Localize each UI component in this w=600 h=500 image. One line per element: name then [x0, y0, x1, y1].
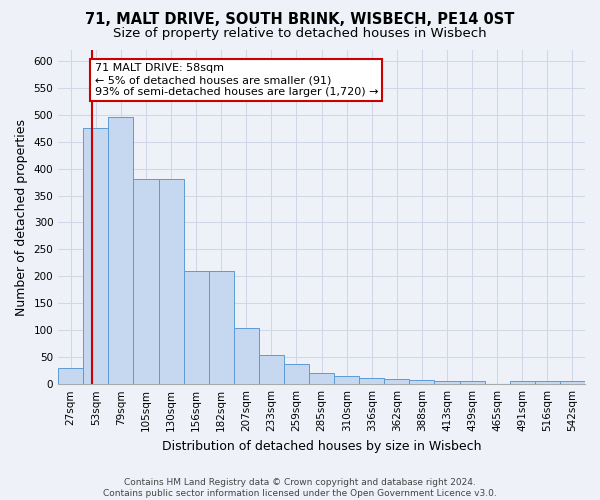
Text: Size of property relative to detached houses in Wisbech: Size of property relative to detached ho… — [113, 28, 487, 40]
Bar — [133, 180, 158, 384]
Bar — [385, 379, 409, 384]
Bar — [434, 382, 460, 384]
Y-axis label: Number of detached properties: Number of detached properties — [15, 118, 28, 316]
Bar — [184, 271, 209, 384]
Text: Contains HM Land Registry data © Crown copyright and database right 2024.
Contai: Contains HM Land Registry data © Crown c… — [103, 478, 497, 498]
Bar — [284, 364, 309, 384]
Bar — [409, 380, 434, 384]
Bar — [460, 382, 485, 384]
Bar — [209, 271, 234, 384]
Bar — [359, 378, 385, 384]
Bar — [109, 118, 133, 384]
Bar — [334, 376, 359, 384]
Bar — [309, 374, 334, 384]
Text: 71, MALT DRIVE, SOUTH BRINK, WISBECH, PE14 0ST: 71, MALT DRIVE, SOUTH BRINK, WISBECH, PE… — [85, 12, 515, 28]
Bar — [259, 354, 284, 384]
Bar — [510, 382, 535, 384]
Bar — [535, 382, 560, 384]
Bar — [158, 180, 184, 384]
Bar — [83, 128, 109, 384]
Bar — [234, 328, 259, 384]
X-axis label: Distribution of detached houses by size in Wisbech: Distribution of detached houses by size … — [162, 440, 481, 452]
Bar — [58, 368, 83, 384]
Text: 71 MALT DRIVE: 58sqm
← 5% of detached houses are smaller (91)
93% of semi-detach: 71 MALT DRIVE: 58sqm ← 5% of detached ho… — [95, 64, 378, 96]
Bar — [560, 382, 585, 384]
